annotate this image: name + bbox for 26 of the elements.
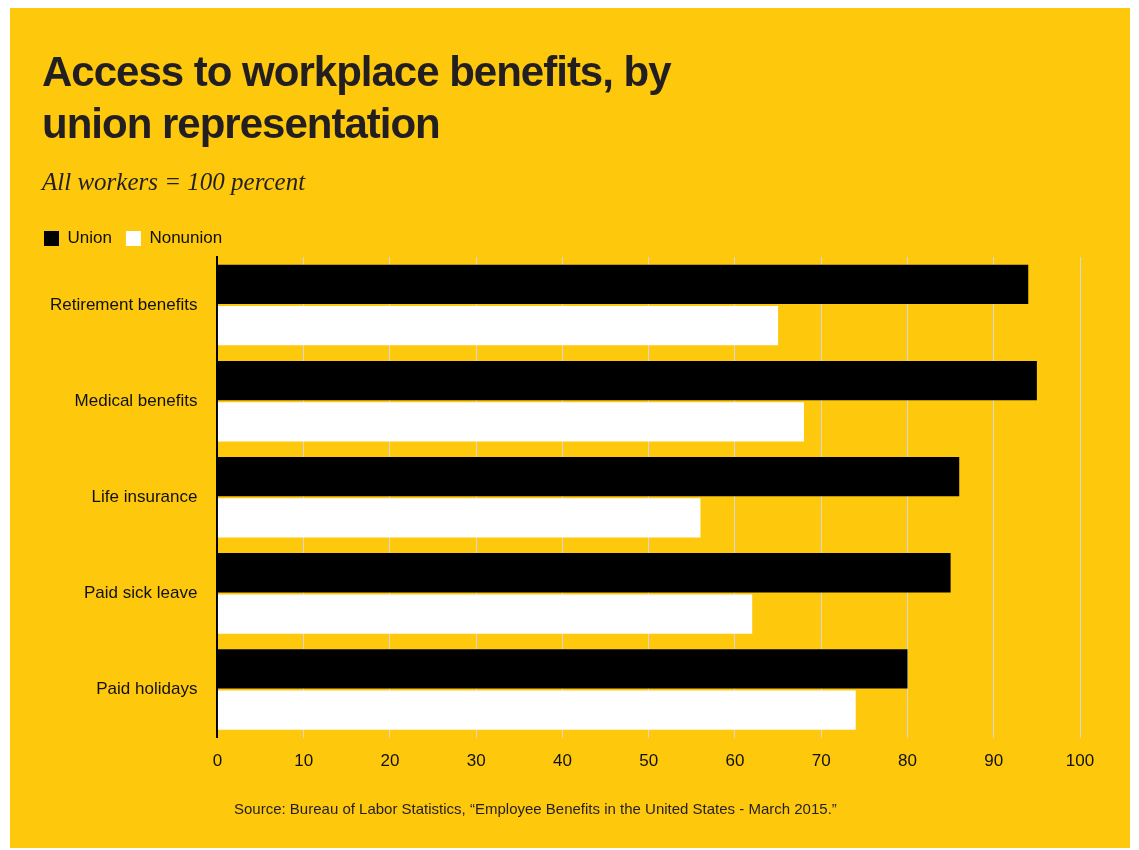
y-tick-label: Paid holidays [96, 679, 198, 699]
x-tick-label: 20 [380, 751, 400, 771]
x-tick-label: 100 [1065, 751, 1095, 771]
x-tick-label: 30 [466, 751, 486, 771]
legend-label: Nonunion [149, 228, 223, 248]
y-tick-label: Medical benefits [74, 390, 198, 410]
x-tick-label: 70 [811, 751, 831, 771]
bar [217, 594, 753, 634]
x-tick-label: 50 [639, 751, 659, 771]
bar [217, 498, 701, 538]
bar [217, 402, 804, 442]
bar [217, 690, 856, 730]
chart-subtitle: All workers = 100 percent [42, 168, 306, 196]
y-tick-label: Paid sick leave [84, 583, 198, 603]
source-note: Source: Bureau of Labor Statistics, “Employee Benefits in the United States - March 2015.” [234, 800, 837, 817]
chart-title: Access to workplace benefits, by union representation [42, 47, 673, 149]
x-tick-label: 0 [212, 751, 223, 771]
x-tick-label: 40 [552, 751, 572, 771]
x-tick-label: 80 [898, 751, 917, 771]
bar [217, 306, 779, 346]
x-tick-label: 60 [725, 751, 745, 771]
y-tick-label: Retirement benefits [50, 294, 198, 314]
x-tick-label: 90 [984, 751, 1004, 771]
legend-label: Union [67, 228, 112, 248]
y-tick-label: Life insurance [91, 486, 198, 506]
x-tick-label: 10 [294, 751, 314, 771]
